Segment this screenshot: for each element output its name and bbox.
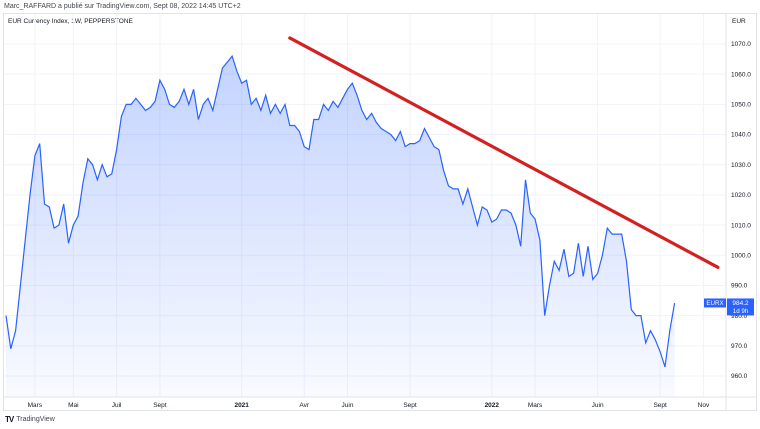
x-tick-label: Sept bbox=[653, 402, 667, 409]
last-price-box bbox=[727, 298, 754, 316]
price-line bbox=[5, 54, 676, 368]
y-tick-label: 1040.0 bbox=[731, 132, 751, 139]
last-price-value: 984.2 bbox=[732, 300, 749, 307]
tradingview-logo-icon: TV bbox=[5, 415, 14, 424]
y-tick-label: 1010.0 bbox=[731, 222, 751, 229]
bar-countdown: 1d 9h bbox=[733, 308, 749, 315]
y-tick-label: 1050.0 bbox=[731, 102, 751, 109]
x-tick-label: Juil bbox=[112, 402, 122, 409]
price-area bbox=[6, 56, 675, 397]
footer-brand: TradingView bbox=[16, 416, 55, 423]
y-tick-label: 990.0 bbox=[731, 283, 748, 290]
chart-title: EUR Currency Index, 1W, PEPPERSTONE bbox=[8, 18, 133, 25]
y-tick-label: 1070.0 bbox=[731, 41, 751, 48]
trendline-annotation[interactable] bbox=[288, 36, 720, 269]
y-tick-label: 970.0 bbox=[731, 343, 748, 350]
last-price-symbol: EURX bbox=[706, 300, 723, 307]
x-tick-label: Sept bbox=[153, 402, 167, 409]
y-tick-label: 1000.0 bbox=[731, 252, 751, 259]
x-tick-label: Juin bbox=[592, 402, 604, 409]
x-tick-label: Sept bbox=[403, 402, 417, 409]
footer: TV TradingView bbox=[5, 415, 55, 424]
y-tick-label: 1060.0 bbox=[731, 71, 751, 78]
x-tick-label: 2021 bbox=[234, 402, 249, 409]
y-tick-label: 1020.0 bbox=[731, 192, 751, 199]
x-tick-label: Mai bbox=[68, 402, 78, 409]
time-axis[interactable]: Mars Mai Juil Sept 2021 Avr Juin Sept 2022 Mars Ju… bbox=[28, 402, 710, 409]
last-price-label: EURX 984.21d 9h bbox=[704, 298, 754, 316]
x-tick-label: Juin bbox=[342, 402, 354, 409]
x-tick-label: 2022 bbox=[485, 402, 500, 409]
x-tick-label: Mars bbox=[28, 402, 43, 409]
x-tick-label: Avr bbox=[299, 402, 309, 409]
x-tick-label: Mars bbox=[528, 402, 543, 409]
last-price-symbol-tag bbox=[704, 298, 726, 308]
price-axis-unit: EUR bbox=[732, 18, 746, 25]
y-tick-label: 1030.0 bbox=[731, 162, 751, 169]
chart-frame bbox=[3, 13, 757, 411]
price-axis[interactable]: 960.0 970.0 980.0 990.0 1000.0 1010.0 1020.0 10… bbox=[731, 41, 751, 380]
y-tick-label: 980.0 bbox=[731, 313, 748, 320]
chart-caption: Marc_RAFFARD a publié sur TradingView.co… bbox=[4, 3, 241, 10]
y-tick-label: 960.0 bbox=[731, 373, 748, 380]
x-tick-label: Nov bbox=[698, 402, 710, 409]
